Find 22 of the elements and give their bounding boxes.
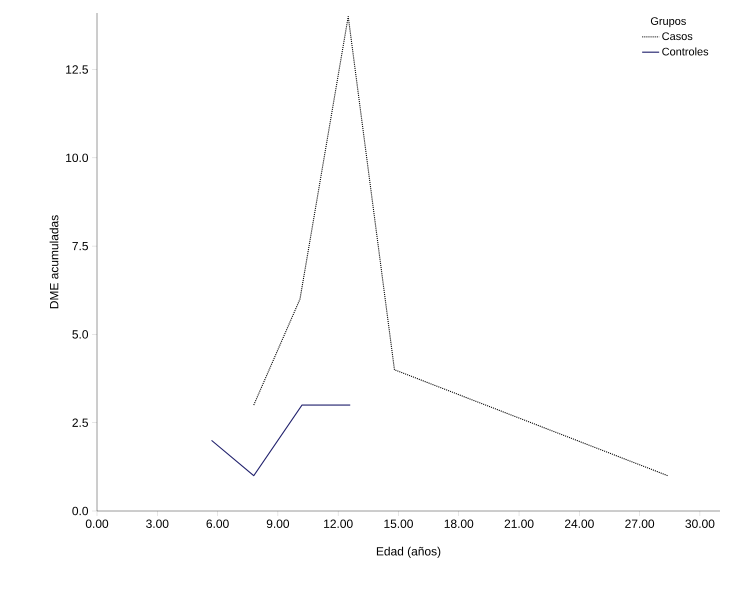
x-tick-label: 0.00 [86,520,108,528]
y-tick-label: 12.5 [66,65,88,74]
y-tick-label: 0.0 [72,506,88,516]
x-tick-label: 24.00 [564,520,594,528]
y-tick-label: 10.0 [66,154,88,162]
x-tick-label: 30.00 [685,520,714,528]
legend-label: Controles [662,47,708,56]
y-tick-label: 2.5 [72,418,88,427]
y-tick-label: 7.5 [72,242,88,250]
x-tick-label: 18.00 [444,520,474,528]
legend-label: Casos [662,32,692,40]
x-tick-label: 9.00 [266,520,290,528]
x-tick-label: 21.00 [504,520,534,528]
x-tick-label: 6.00 [206,520,229,528]
y-axis-title: DME acumuladas [50,215,58,308]
x-axis-title: Edad (años) [376,546,440,558]
x-tick-label: 27.00 [625,520,654,528]
x-tick-label: 12.00 [324,520,353,528]
legend-title: Grupos [650,17,686,28]
x-tick-label: 15.00 [384,520,413,528]
y-tick-label: 5.0 [72,330,88,339]
x-tick-label: 3.00 [146,520,168,528]
